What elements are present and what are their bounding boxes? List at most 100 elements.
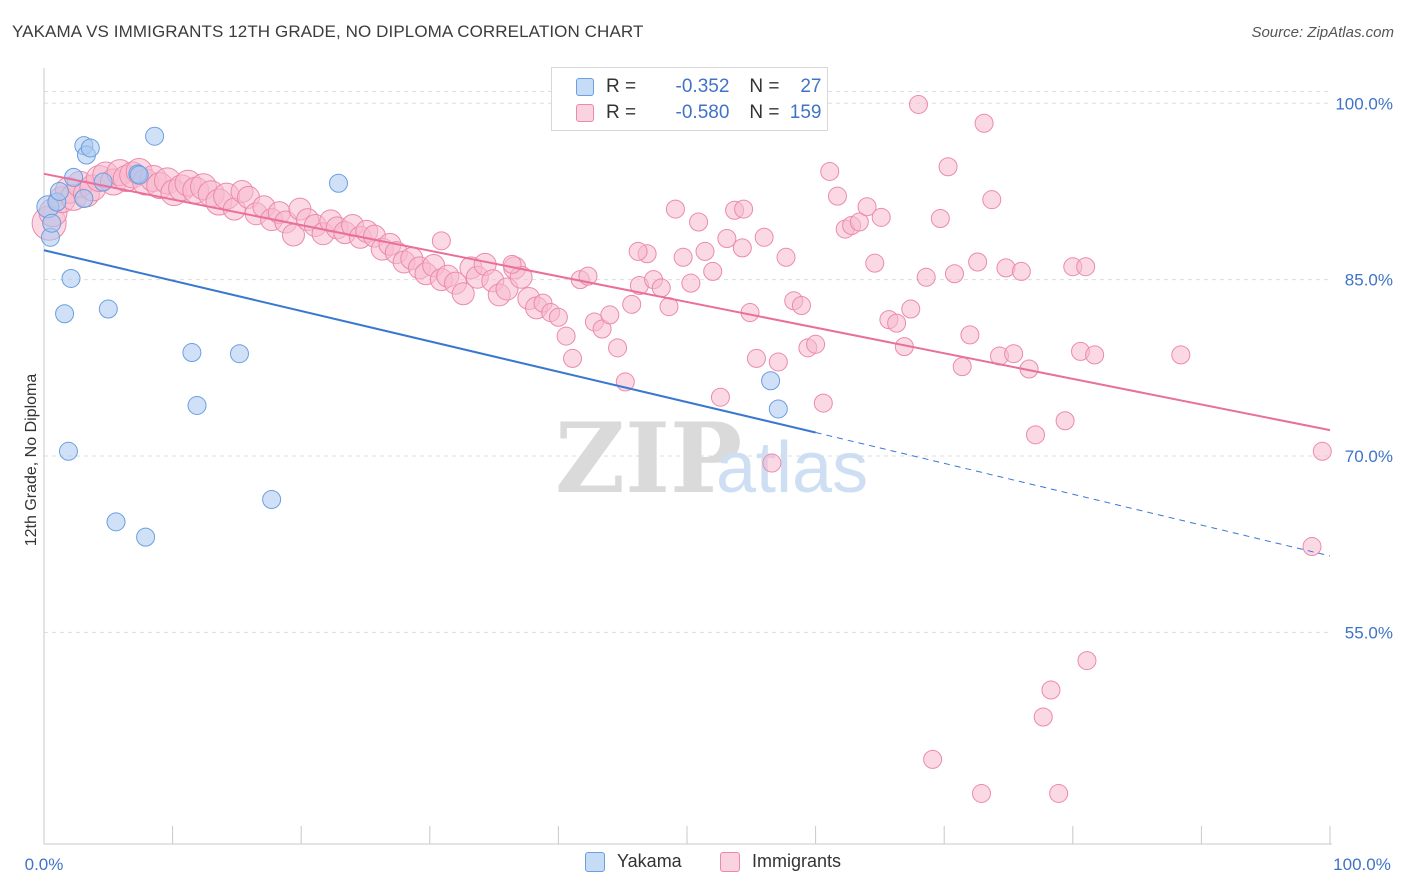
- y-tick-labels: 55.0% 70.0% 85.0% 100.0%: [1335, 94, 1393, 642]
- data-point: [556, 326, 576, 346]
- data-point: [827, 186, 847, 206]
- data-point: [968, 252, 988, 272]
- data-point: [1033, 707, 1053, 727]
- legend-row-immigrants: R = -0.580 N = 159: [576, 101, 822, 125]
- data-point: [996, 258, 1016, 278]
- data-point: [1026, 425, 1046, 445]
- data-point: [622, 294, 642, 314]
- data-point: [791, 296, 811, 316]
- y-tick-label: 85.0%: [1345, 271, 1393, 290]
- data-point: [849, 212, 869, 232]
- chart-title: YAKAMA VS IMMIGRANTS 12TH GRADE, NO DIPL…: [12, 22, 644, 41]
- data-point: [61, 268, 81, 288]
- data-point: [762, 453, 782, 473]
- legend-item-yakama[interactable]: Yakama: [585, 851, 682, 872]
- legend-r-label: R =: [606, 102, 637, 123]
- data-point: [563, 348, 583, 368]
- legend-r-value: -0.352: [675, 76, 730, 97]
- data-point: [887, 313, 907, 333]
- yakama-points: [36, 126, 788, 547]
- data-point: [431, 231, 451, 251]
- data-point: [1049, 783, 1069, 803]
- legend-label-immigrants: Immigrants: [752, 851, 842, 871]
- legend-item-immigrants[interactable]: Immigrants: [720, 851, 841, 872]
- legend-swatch-yakama: [585, 851, 605, 872]
- data-point: [768, 399, 788, 419]
- legend-n-label: N =: [749, 76, 780, 97]
- data-point: [145, 126, 165, 146]
- immigrants-points: [31, 94, 1332, 803]
- data-point: [673, 247, 693, 267]
- data-point: [93, 172, 113, 192]
- data-point: [1312, 441, 1332, 461]
- data-point: [49, 181, 69, 201]
- legend-r-value: -0.580: [675, 102, 730, 123]
- x-tick-label-min: 0.0%: [25, 855, 64, 874]
- data-point: [42, 213, 62, 233]
- data-point: [451, 282, 475, 306]
- data-point: [806, 334, 826, 354]
- data-point: [813, 393, 833, 413]
- legend-n-value: 159: [789, 102, 822, 123]
- data-point: [761, 371, 781, 391]
- data-point: [1041, 680, 1061, 700]
- series-legend: Yakama Immigrants: [0, 851, 1406, 877]
- data-point: [55, 304, 75, 324]
- y-axis-label: 12th Grade, No Diploma: [23, 374, 40, 547]
- data-point: [1055, 411, 1075, 431]
- data-point: [681, 273, 701, 293]
- data-point: [136, 527, 156, 547]
- data-point: [64, 167, 84, 187]
- trend-line-yakama: [43, 249, 816, 434]
- data-point: [548, 307, 568, 327]
- data-point: [600, 305, 620, 325]
- legend-r-label: R =: [606, 76, 637, 97]
- x-tick-label-max: 100.0%: [1333, 855, 1391, 874]
- chart-source: Source: ZipAtlas.com: [1251, 24, 1394, 41]
- data-point: [908, 94, 928, 114]
- data-point: [971, 783, 991, 803]
- trend-lines: [43, 172, 1331, 557]
- data-point: [1076, 257, 1096, 277]
- data-point: [732, 238, 752, 258]
- data-point: [1171, 345, 1191, 365]
- data-point: [608, 338, 628, 358]
- data-point: [746, 348, 766, 368]
- data-point: [1011, 261, 1031, 281]
- data-point: [187, 395, 207, 415]
- data-point: [1077, 651, 1097, 671]
- watermark-zip: ZIP: [555, 402, 742, 515]
- data-point: [1085, 345, 1105, 365]
- data-point: [974, 113, 994, 133]
- data-point: [689, 212, 709, 232]
- x-ticks: [43, 826, 1331, 844]
- y-tick-label: 55.0%: [1345, 623, 1393, 642]
- data-point: [960, 325, 980, 345]
- data-point: [628, 241, 648, 261]
- data-point: [923, 749, 943, 769]
- data-point: [871, 207, 891, 227]
- data-point: [930, 208, 950, 228]
- data-point: [865, 253, 885, 273]
- data-point: [1004, 344, 1024, 364]
- data-point: [717, 228, 737, 248]
- data-point: [734, 199, 754, 219]
- data-point: [944, 264, 964, 284]
- watermark-atlas: atlas: [716, 428, 868, 508]
- data-point: [665, 199, 685, 219]
- data-point: [1302, 537, 1322, 557]
- data-point: [901, 299, 921, 319]
- legend-row-yakama: R = -0.352 N = 27: [576, 75, 822, 99]
- data-point: [695, 241, 715, 261]
- data-point: [916, 267, 936, 287]
- data-point: [262, 490, 282, 510]
- data-point: [651, 278, 671, 298]
- data-point: [938, 157, 958, 177]
- data-point: [98, 299, 118, 319]
- watermark: ZIP atlas: [555, 402, 868, 515]
- data-point: [754, 227, 774, 247]
- data-point: [703, 261, 723, 281]
- data-point: [106, 512, 126, 532]
- legend-swatch-immigrants: [720, 851, 740, 872]
